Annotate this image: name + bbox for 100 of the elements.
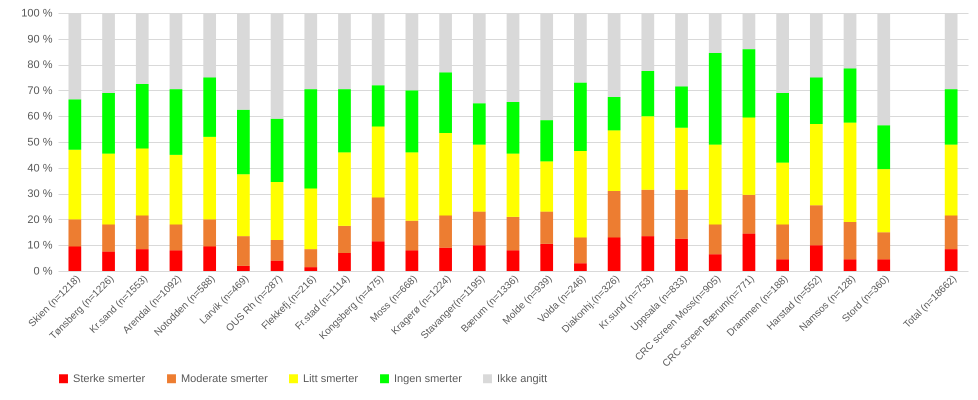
bar [203, 78, 216, 137]
bar [708, 224, 722, 254]
bar [574, 82, 587, 152]
bar [372, 85, 385, 127]
bar [338, 226, 351, 253]
bar [372, 241, 385, 271]
bar [472, 245, 486, 271]
bar [439, 72, 452, 133]
bar [844, 222, 856, 260]
bar [102, 92, 115, 154]
bar [574, 263, 587, 271]
bar [68, 99, 82, 150]
bar [136, 148, 149, 216]
bar [304, 249, 318, 268]
bar [506, 102, 520, 154]
bar [304, 89, 318, 188]
bar [203, 136, 216, 220]
bar [304, 188, 318, 250]
bar [944, 144, 958, 216]
bar [372, 197, 385, 242]
y-tick-label: 20 % [27, 214, 53, 226]
bar [708, 144, 722, 225]
bar [270, 260, 284, 271]
y-tick-label: 80 % [27, 59, 53, 72]
bar [270, 118, 284, 182]
bar [102, 252, 115, 271]
bar [944, 216, 958, 250]
bar [675, 128, 688, 190]
y-tick-label: 60 % [27, 110, 53, 123]
bar [170, 224, 182, 250]
bar [675, 238, 688, 271]
bar [68, 150, 82, 220]
bar [472, 144, 486, 212]
bar [877, 232, 890, 260]
bar [338, 152, 351, 226]
bar [136, 84, 149, 148]
bar [237, 236, 250, 266]
bar [506, 154, 520, 217]
y-tick-label: 50 % [27, 136, 53, 148]
bar [810, 124, 823, 206]
legend-label: Moderate smerter [181, 372, 268, 385]
bar [810, 245, 823, 271]
bar [270, 240, 284, 261]
bar [136, 216, 149, 250]
bar [338, 252, 351, 271]
bar [574, 151, 587, 238]
bar [742, 49, 756, 118]
bar [877, 169, 890, 232]
bar [372, 126, 385, 198]
bar [877, 259, 890, 271]
bar [439, 248, 452, 271]
bar [540, 212, 554, 244]
bar [406, 220, 418, 250]
bar [270, 182, 284, 240]
bar [742, 194, 756, 234]
bar [203, 219, 216, 246]
bar [810, 78, 823, 124]
bar [136, 249, 149, 271]
y-tick-label: 30 % [27, 188, 53, 200]
bar [844, 68, 856, 123]
bar [742, 117, 756, 195]
y-tick-label: 90 % [27, 33, 53, 46]
bar [810, 205, 823, 246]
bar [439, 132, 452, 216]
bar [608, 237, 620, 271]
bar [338, 89, 351, 152]
bar [608, 191, 620, 238]
bar [439, 216, 452, 248]
bar [776, 259, 789, 271]
bar [944, 249, 958, 271]
bar [102, 154, 115, 225]
bar [608, 96, 620, 130]
bar [506, 216, 520, 250]
bar [641, 116, 654, 190]
bar [944, 89, 958, 145]
y-tick-label: 40 % [27, 162, 53, 174]
bar [540, 120, 554, 162]
bar [170, 154, 182, 225]
bar [472, 212, 486, 246]
bar [776, 224, 789, 260]
bar [844, 122, 856, 222]
bar [844, 259, 856, 271]
bar [406, 90, 418, 152]
bar [776, 92, 789, 163]
legend-label: Sterke smerter [73, 372, 146, 385]
bar [304, 267, 318, 271]
bar [608, 130, 620, 192]
bar [68, 246, 82, 271]
bar [68, 219, 82, 246]
y-tick-label: 10 % [27, 240, 53, 252]
bar [406, 152, 418, 221]
bar [102, 224, 115, 252]
bar [406, 250, 418, 271]
bar [472, 103, 486, 145]
bar [708, 254, 722, 271]
y-tick-label: 100 % [21, 8, 53, 20]
bar [641, 71, 654, 116]
y-tick-label: 0 % [34, 266, 53, 278]
bar [540, 161, 554, 212]
bar [641, 190, 654, 236]
